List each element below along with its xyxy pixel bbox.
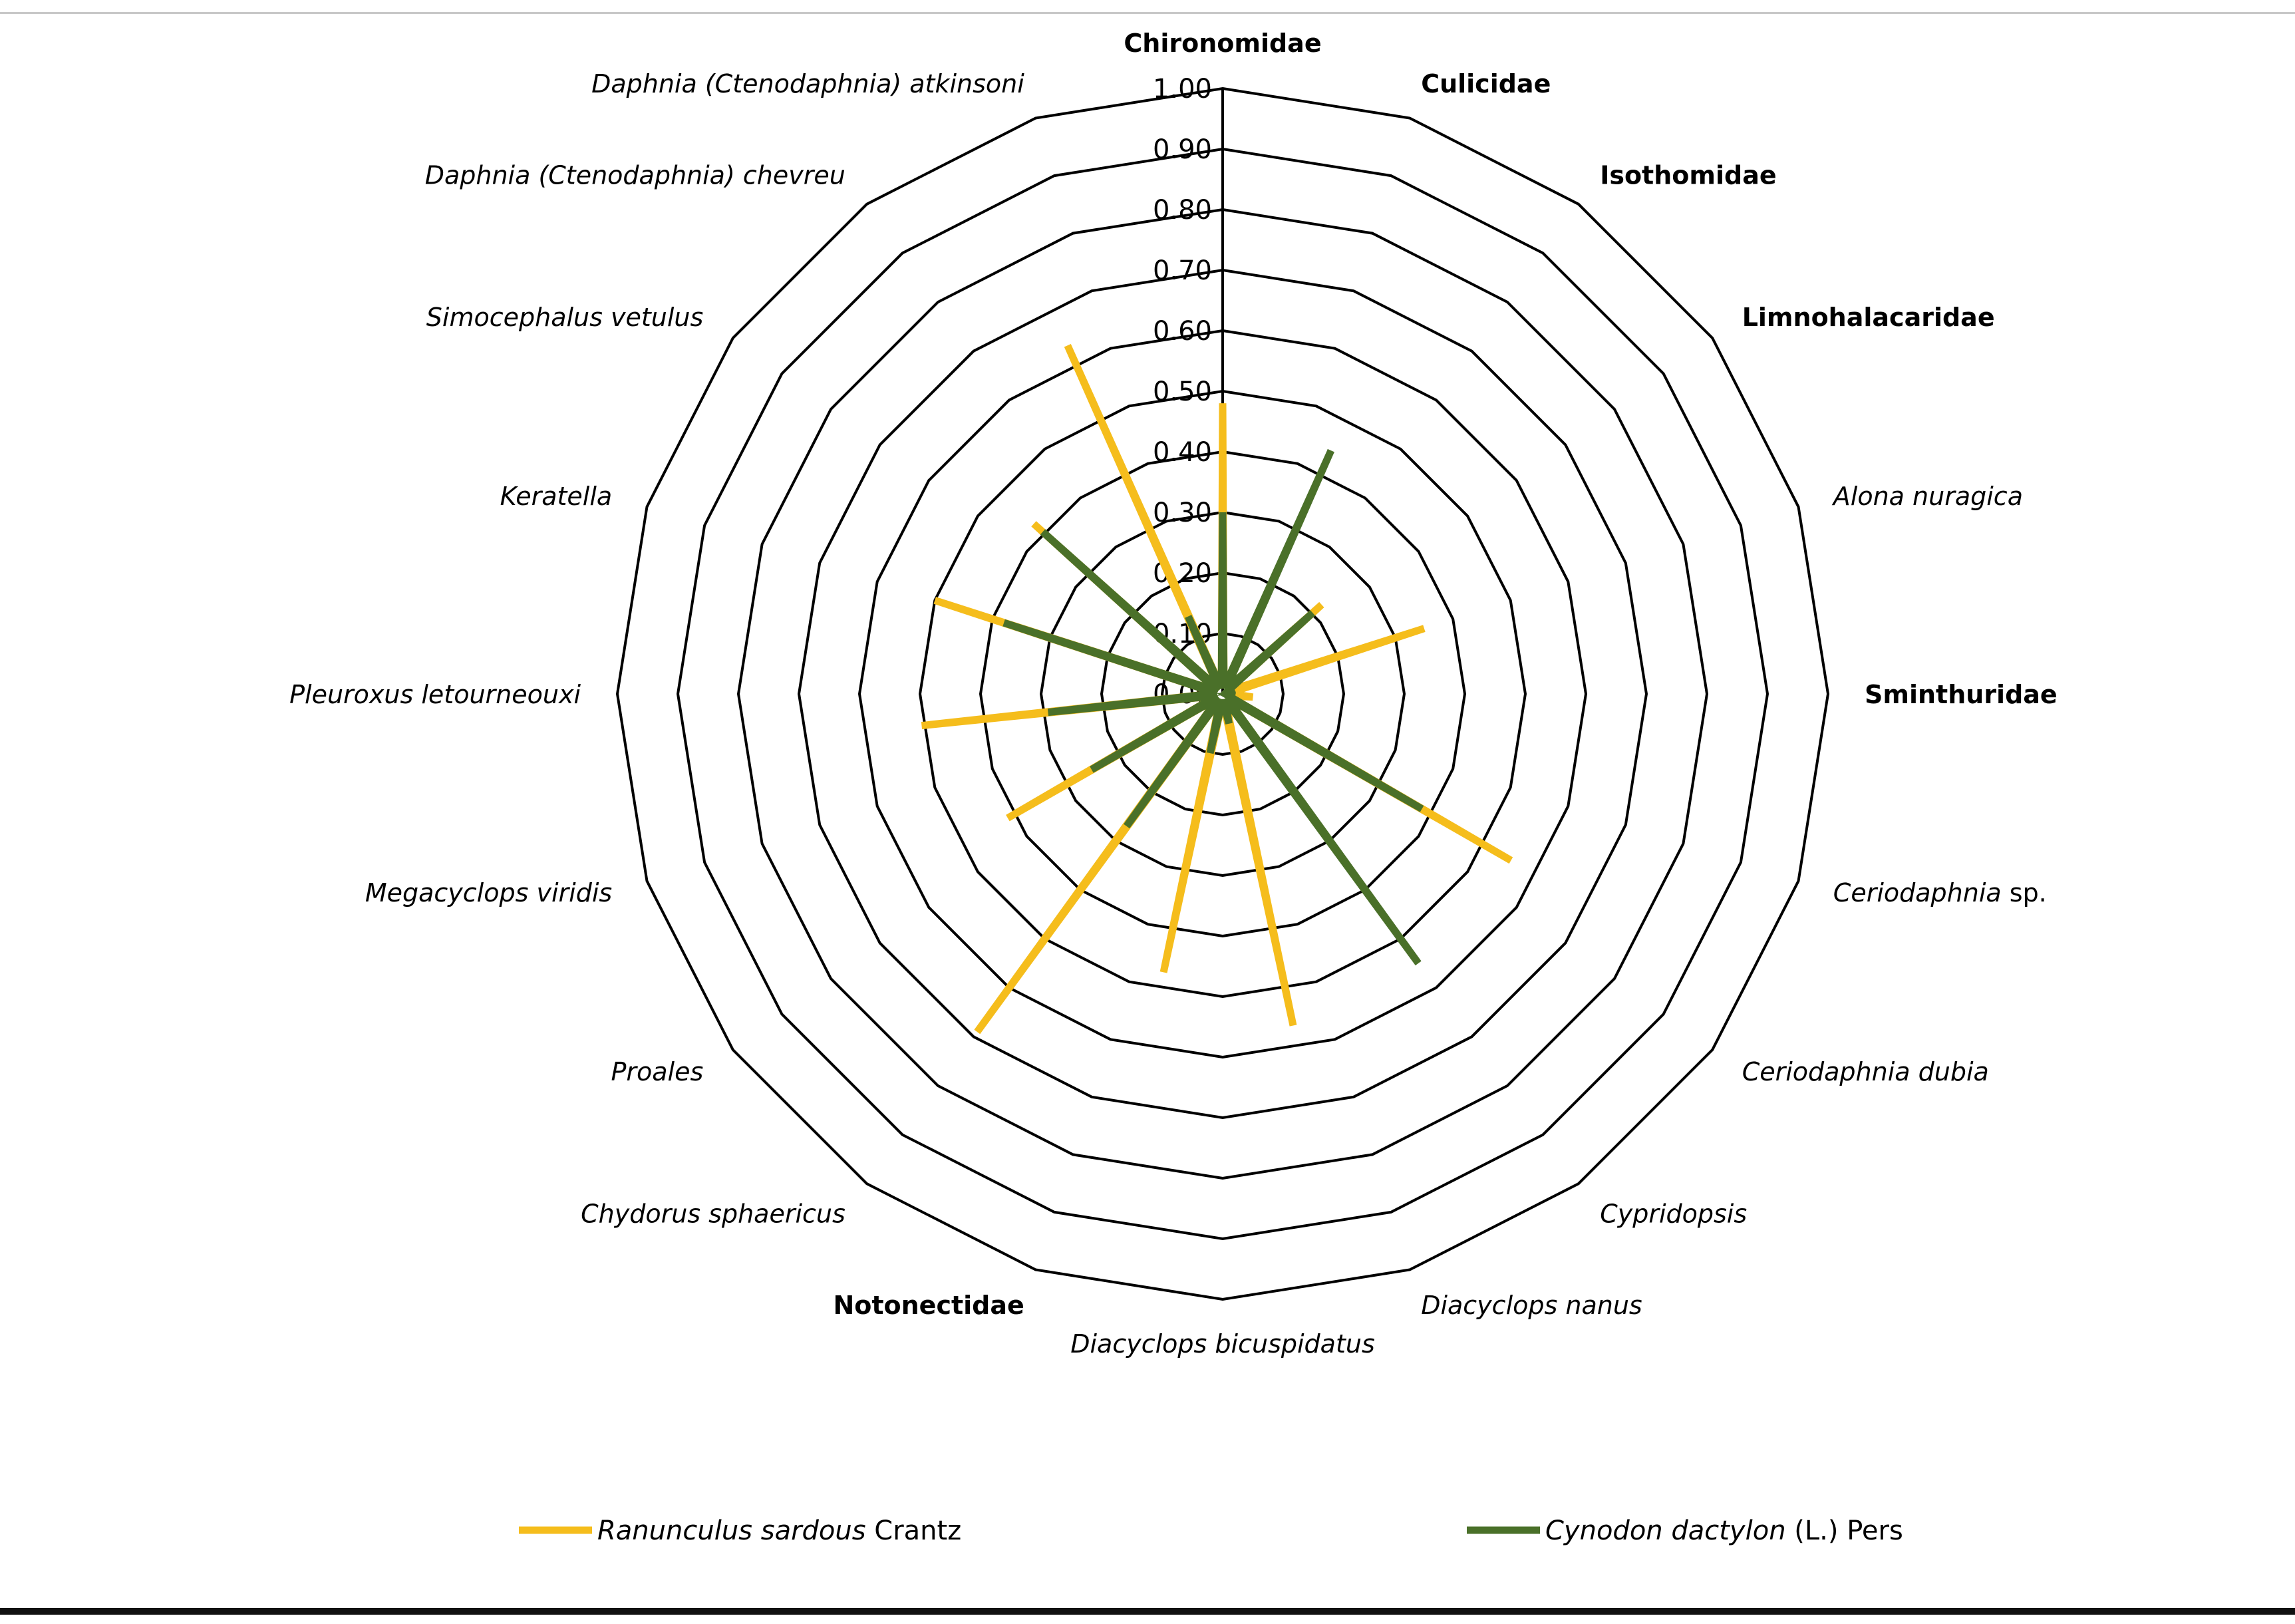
category-label: Simocephalus vetulus [426,303,704,332]
legend-label: Ranunculus sardous Crantz [597,1516,961,1546]
category-label: Chironomidae [1124,29,1321,58]
legend-label: Cynodon dactylon (L.) Pers [1545,1516,1903,1546]
category-label: Alona nuragica [1831,482,2023,511]
bottom-rule [0,1608,2295,1615]
category-label: Ceriodaphnia dubia [1742,1057,1989,1086]
category-label: Sminthuridae [1865,680,2058,709]
grid-ring [918,389,1527,999]
grid-ring [979,450,1467,938]
category-labels: Chironomidae Culicidae Isothomidae Limnohal… [289,29,2058,1359]
grid-ring [797,268,1648,1120]
tick-label: 1.00 [1153,74,1212,104]
category-label: Notonectidae [833,1291,1024,1320]
category-label: Limnohalacaridae [1742,303,1995,332]
tick-label: 0.90 [1153,134,1212,165]
category-label: Keratella [500,482,613,511]
grid-ring [857,329,1588,1059]
tick-label: 0.60 [1153,316,1212,347]
tick-label: 0.40 [1153,437,1212,468]
grid-ring [676,147,1769,1241]
grid-ring [736,208,1709,1180]
category-label: Diacyclops bicuspidatus [1070,1329,1375,1359]
category-label: Isothomidae [1600,160,1776,190]
tick-label: 0.70 [1153,255,1212,286]
category-label: Cypridopsis [1600,1200,1747,1229]
legend: Ranunculus sardous Crantz Cynodon dactylo… [519,1516,1903,1546]
grid-ring [615,86,1830,1301]
category-label: Pleuroxus letourneouxi [289,680,581,709]
category-label: Culicidae [1421,69,1551,98]
category-label: Chydorus sphaericus [581,1200,845,1229]
tick-label: 0.80 [1153,195,1212,226]
category-label: Daphnia (Ctenodaphnia) chevreu [425,160,845,190]
grid-ring [1160,631,1285,756]
grid-ring [1100,571,1346,817]
category-label: Diacyclops nanus [1421,1291,1642,1320]
category-label: Proales [611,1057,703,1086]
tick-label: 0.50 [1153,377,1212,407]
category-label: Daphnia (Ctenodaphnia) atkinsoni [591,69,1024,98]
category-label: Megacyclops viridis [365,878,612,907]
tick-label: 0.30 [1153,498,1212,528]
grid-ring [1039,510,1406,878]
series-lines [921,344,1513,1035]
series-line-cynodon-dactylon [1002,448,1424,966]
top-rule [0,12,2295,14]
category-label: Ceriodaphnia sp. [1833,878,2047,907]
